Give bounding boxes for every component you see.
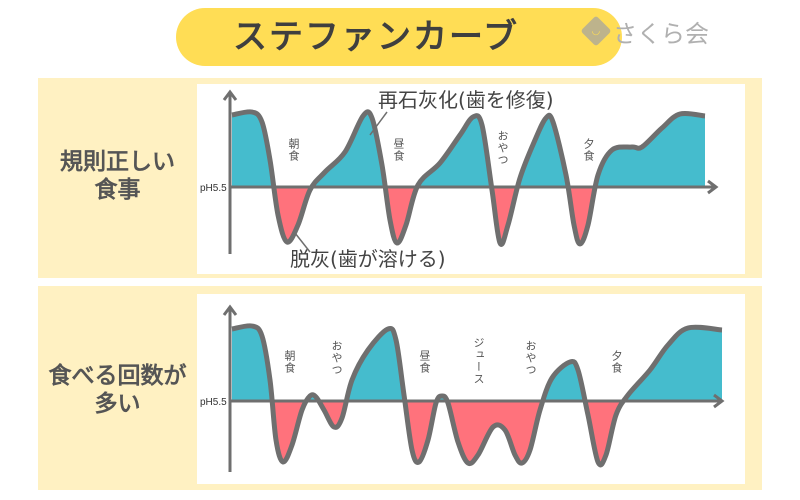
ph-curve [231,323,723,468]
event-label-snack: おやつ [330,340,343,376]
event-label-snack: おやつ [524,340,537,376]
y-axis-arrow-icon [222,89,238,101]
event-label-lunch: 昼食 [418,350,431,374]
remineralization-area [232,111,705,187]
demineralization-area [232,187,705,245]
title-banner [176,8,622,66]
demineralization-label: 脱灰(歯が溶ける) [290,247,446,271]
ph-curve [231,109,706,247]
event-label-dinner: 夕食 [582,138,595,162]
remineralization-area [232,325,722,401]
y-axis-arrow-icon [222,304,238,316]
panel-label: 食べる回数が 多い [48,363,187,417]
x-axis-arrow-icon [707,179,719,195]
event-label-breakfast: 朝食 [283,350,296,374]
ph-label: pH5.5 [200,397,227,408]
leader-line [369,111,388,136]
event-label-snack: おやつ [496,130,509,166]
panel-label: 規則正しい 食事 [60,149,175,203]
event-label-breakfast: 朝食 [287,138,300,162]
event-label-lunch: 昼食 [392,138,405,162]
event-label-dinner: 夕食 [610,350,623,374]
demineralization-area [232,401,722,465]
remineralization-label: 再石灰化(歯を修復) [378,88,554,112]
ph-label: pH5.5 [200,183,227,194]
event-label-juice: ジュース [472,337,485,385]
x-axis-arrow-icon [713,393,725,409]
logo-text: さくら会 [613,19,709,48]
page-title: ステファンカーブ [233,17,519,57]
logo: ◡ さくら会 [580,14,709,48]
leader-line [294,232,311,253]
